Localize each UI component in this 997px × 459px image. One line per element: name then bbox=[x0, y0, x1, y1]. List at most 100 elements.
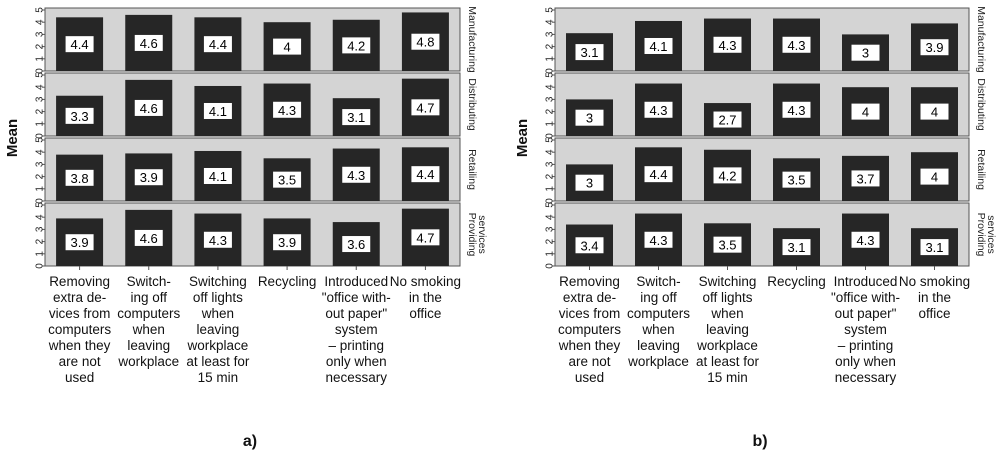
x-tick-label: Switching bbox=[699, 274, 757, 289]
x-tick-label: necessary bbox=[325, 370, 387, 385]
data-label-box bbox=[203, 167, 232, 184]
data-label: 3.1 bbox=[925, 240, 943, 255]
facet-manufacturing: 0 1 2 3 4 5 4.4 4.6 4.4 4 4.2 4.8 Manufacturing bbox=[35, 6, 479, 74]
facet-background bbox=[554, 137, 970, 202]
y-tick-label: 4 bbox=[35, 84, 46, 90]
data-label: 4.3 bbox=[787, 38, 805, 53]
data-label: 3.1 bbox=[580, 45, 598, 60]
y-tick-label: 1 bbox=[545, 251, 556, 257]
data-label-box bbox=[713, 236, 742, 253]
data-label: 4.3 bbox=[347, 168, 365, 183]
facet-strip-label: Retailing bbox=[466, 149, 478, 190]
data-label-box bbox=[851, 44, 880, 61]
data-label: 3 bbox=[862, 46, 869, 61]
y-tick-label: 2 bbox=[35, 173, 46, 179]
data-label-box bbox=[342, 109, 371, 126]
x-tick-label: vices from bbox=[559, 306, 621, 321]
x-tick-label: workplace bbox=[117, 354, 179, 369]
y-tick-label: 3 bbox=[35, 96, 46, 102]
facet-strip-label: services bbox=[985, 215, 997, 254]
x-tick-label: workplace bbox=[187, 338, 249, 353]
x-tick-label: "office with- bbox=[831, 290, 900, 305]
data-label-box bbox=[411, 33, 440, 50]
facet-background bbox=[554, 202, 970, 267]
x-tick-label: ing off bbox=[130, 290, 167, 305]
data-label-box bbox=[273, 38, 302, 55]
data-label: 3.7 bbox=[856, 171, 874, 186]
data-label-box bbox=[713, 36, 742, 53]
x-tick-label: when they bbox=[558, 338, 621, 353]
data-label: 3.5 bbox=[718, 238, 736, 253]
y-tick-label: 2 bbox=[545, 108, 556, 114]
x-tick-label: 15 min bbox=[198, 370, 239, 385]
y-tick-label: 5 bbox=[545, 202, 556, 208]
data-label: 3.9 bbox=[140, 170, 158, 185]
x-tick-label: office bbox=[409, 306, 441, 321]
x-tick-label: computers bbox=[558, 322, 621, 337]
data-label: 4.4 bbox=[209, 37, 227, 52]
x-tick-label: leaving bbox=[197, 322, 240, 337]
x-tick-label: are not bbox=[59, 354, 101, 369]
data-label-box bbox=[920, 103, 949, 120]
panel-label: a) bbox=[243, 433, 257, 450]
facet-background bbox=[554, 7, 970, 72]
y-tick-label: 4 bbox=[545, 149, 556, 155]
data-label: 4.6 bbox=[140, 101, 158, 116]
x-tick-label: when bbox=[132, 322, 165, 337]
data-label-box bbox=[782, 239, 811, 256]
data-label: 4 bbox=[283, 40, 290, 55]
data-label-box bbox=[65, 107, 94, 124]
data-label: 4.3 bbox=[278, 103, 296, 118]
y-tick-label: 5 bbox=[545, 137, 556, 143]
x-tick-label: No smoking bbox=[390, 274, 461, 289]
facet-background bbox=[44, 72, 461, 137]
facet-strip-label: Manufacturing bbox=[466, 6, 478, 73]
facet-background bbox=[44, 137, 461, 202]
x-tick-label: Recycling bbox=[767, 274, 826, 289]
y-tick-label: 2 bbox=[35, 43, 46, 49]
facet-providing-services: 0 1 2 3 4 5 3.4 4.3 3.5 3.1 4.3 3.1 Providingservice… bbox=[545, 202, 997, 269]
x-tick-label: Recycling bbox=[258, 274, 317, 289]
x-tick-label: Switch- bbox=[127, 274, 171, 289]
y-tick-label: 2 bbox=[545, 43, 556, 49]
y-tick-label: 4 bbox=[545, 214, 556, 220]
data-label-box bbox=[203, 231, 232, 248]
x-tick-label: Switch- bbox=[636, 274, 680, 289]
y-tick-label: 5 bbox=[35, 72, 46, 78]
data-label-box bbox=[782, 171, 811, 188]
data-label-box bbox=[134, 169, 163, 186]
data-label-box bbox=[575, 237, 604, 254]
x-tick-label: Removing bbox=[559, 274, 620, 289]
x-tick-label: leaving bbox=[637, 338, 680, 353]
data-label: 3.6 bbox=[347, 237, 365, 252]
y-axis-label: Mean bbox=[4, 119, 21, 157]
y-tick-label: 4 bbox=[35, 149, 46, 155]
data-label: 4.8 bbox=[416, 35, 434, 50]
data-label: 4 bbox=[931, 170, 938, 185]
y-tick-label: 0 bbox=[545, 263, 556, 269]
data-label-box bbox=[65, 36, 94, 53]
data-label: 3 bbox=[586, 111, 593, 126]
data-label: 4.4 bbox=[416, 167, 434, 182]
x-tick-label: system bbox=[335, 322, 378, 337]
y-tick-label: 1 bbox=[545, 56, 556, 62]
y-tick-label: 2 bbox=[35, 108, 46, 114]
x-tick-label: system bbox=[844, 322, 887, 337]
y-tick-label: 4 bbox=[545, 84, 556, 90]
data-label-box bbox=[273, 171, 302, 188]
facet-distributing: 0 1 2 3 4 5 3.3 4.6 4.1 4.3 3.1 4.7 Distributing bbox=[35, 72, 479, 139]
y-tick-label: 2 bbox=[545, 173, 556, 179]
y-tick-label: 1 bbox=[35, 121, 46, 127]
data-label: 4.1 bbox=[209, 104, 227, 119]
x-tick-label: off lights bbox=[193, 290, 243, 305]
data-label: 4.7 bbox=[416, 230, 434, 245]
y-tick-label: 3 bbox=[545, 96, 556, 102]
data-label: 3.1 bbox=[347, 110, 365, 125]
x-tick-label: Introduced bbox=[324, 274, 388, 289]
x-tick-label: computers bbox=[117, 306, 180, 321]
x-tick-label: when bbox=[201, 306, 234, 321]
y-tick-label: 4 bbox=[35, 19, 46, 25]
